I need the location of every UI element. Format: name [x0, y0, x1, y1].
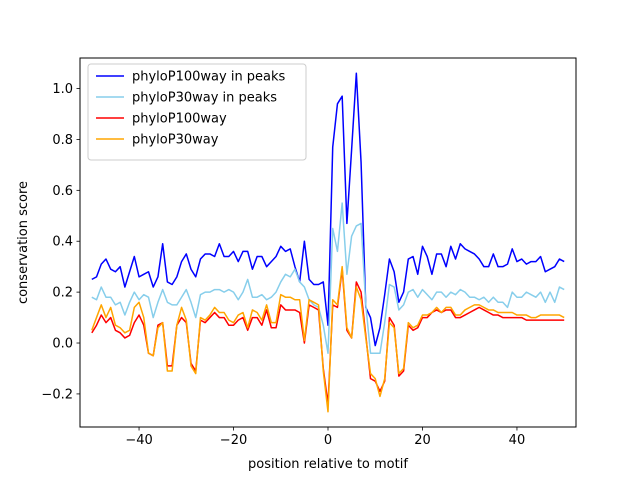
series-line-2 — [91, 202, 565, 354]
legend-label: phyloP30way in peaks — [132, 91, 277, 106]
series-layer — [91, 72, 565, 413]
x-axis-label: position relative to motif — [248, 457, 408, 472]
y-tick-label: 0.4 — [52, 235, 73, 250]
legend-label: phyloP100way in peaks — [132, 70, 286, 85]
x-tick-label: 0 — [324, 433, 332, 448]
y-tick-label: 0.8 — [52, 133, 73, 148]
series-line-4 — [91, 265, 565, 413]
y-tick-label: −0.2 — [41, 387, 73, 402]
x-tick-label: −20 — [220, 433, 247, 448]
y-tick-label: 0.6 — [52, 184, 73, 199]
y-tick-label: 0.0 — [52, 337, 73, 352]
y-axis-label: conservation score — [16, 181, 31, 304]
y-tick-label: 1.0 — [52, 82, 73, 97]
x-tick-label: −40 — [125, 433, 152, 448]
legend-box — [87, 63, 307, 161]
y-tick-label: 0.2 — [52, 286, 73, 301]
x-tick-label: 20 — [414, 433, 431, 448]
legend: phyloP100way in peaks phyloP30way in peak… — [87, 63, 307, 161]
x-axis-ticks: −40 −20 0 20 40 — [125, 427, 525, 448]
legend-label: phyloP100way — [132, 112, 227, 127]
legend-label: phyloP30way — [132, 133, 219, 148]
x-tick-label: 40 — [509, 433, 526, 448]
series-line-1 — [91, 72, 565, 347]
y-axis-ticks: −0.2 0.0 0.2 0.4 0.6 0.8 1.0 — [41, 82, 80, 402]
